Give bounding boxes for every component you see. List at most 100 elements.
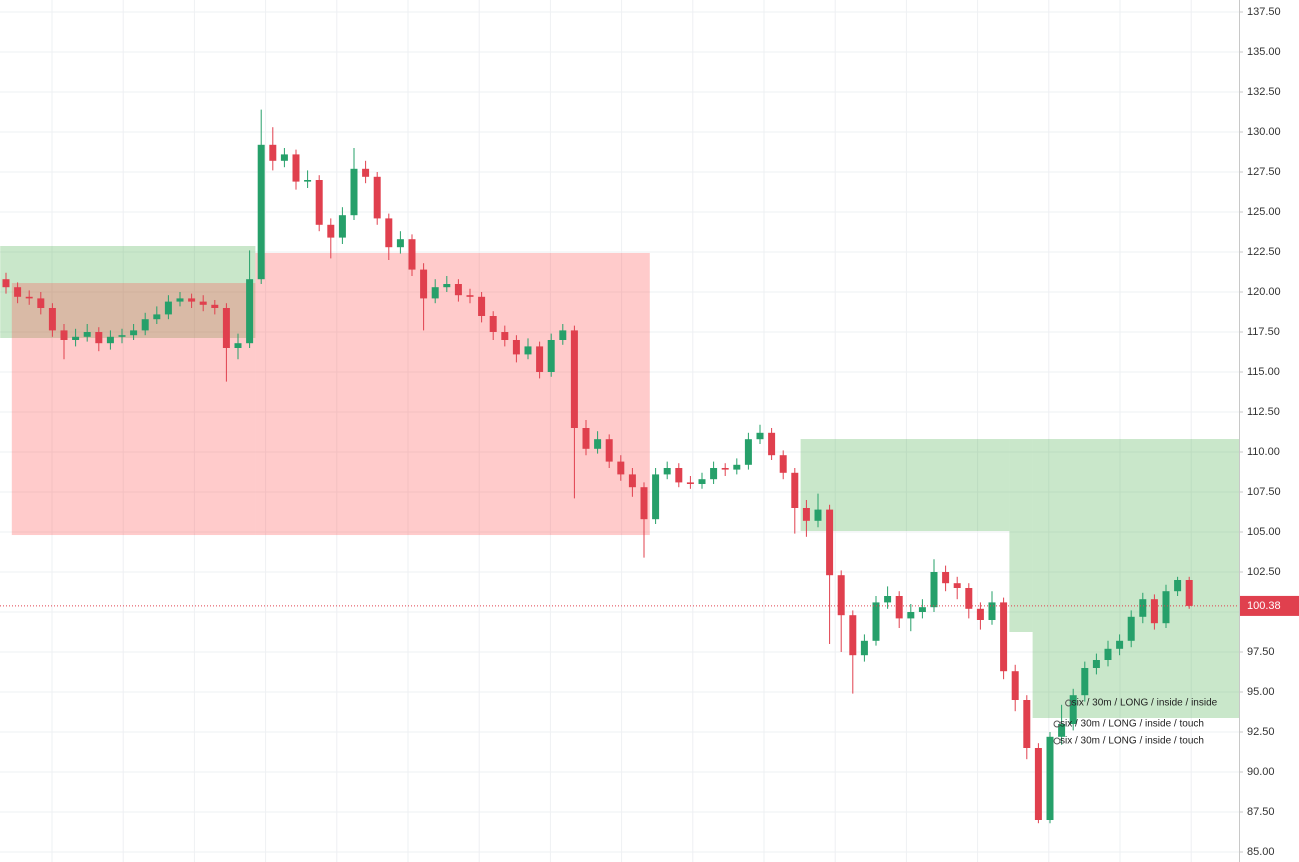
- annotation-label: six / 30m / LONG / inside / touch: [1060, 736, 1204, 747]
- y-tick-label: 102.50: [1247, 566, 1281, 578]
- annotation-label: six / 30m / LONG / inside / touch: [1060, 719, 1204, 730]
- candle-body: [918, 607, 926, 612]
- candle-body: [1116, 640, 1124, 649]
- candle-body: [779, 455, 787, 473]
- candle-body: [188, 298, 196, 302]
- candle-body: [292, 154, 300, 182]
- candle-body: [304, 180, 312, 182]
- y-tick-label: 122.50: [1247, 246, 1281, 258]
- candle-body: [1150, 599, 1158, 624]
- candle-body: [211, 304, 219, 308]
- candle-body: [1162, 591, 1170, 624]
- candle-body: [570, 330, 578, 428]
- candle-body: [907, 612, 915, 619]
- candle-body: [106, 336, 114, 344]
- candle-body: [222, 308, 230, 348]
- y-tick-label: 132.50: [1247, 86, 1281, 98]
- candle-body: [744, 439, 752, 465]
- candle-body: [930, 572, 938, 608]
- candle-body: [872, 602, 880, 641]
- candle-body: [652, 474, 660, 520]
- zone: [0, 246, 256, 338]
- candle-body: [141, 319, 149, 331]
- candle-body: [269, 144, 277, 161]
- candle-body: [698, 479, 706, 484]
- candle-body: [431, 287, 439, 299]
- y-tick-label: 130.00: [1247, 126, 1281, 138]
- candle-body: [663, 468, 671, 475]
- candle-body: [1185, 580, 1193, 606]
- y-tick-label: 115.00: [1247, 366, 1280, 378]
- candle-body: [396, 239, 404, 248]
- candle-body: [338, 215, 346, 238]
- candle-body: [802, 508, 810, 521]
- candle-body: [1011, 671, 1019, 700]
- candle-body: [710, 468, 718, 480]
- candle-body: [733, 464, 741, 470]
- candle-body: [686, 482, 694, 484]
- candle-body: [988, 602, 996, 620]
- y-tick-label: 85.00: [1247, 846, 1275, 858]
- candle-body: [48, 308, 56, 331]
- candle-body: [489, 316, 497, 332]
- annotation-marker: [1053, 720, 1061, 728]
- candle-body: [582, 428, 590, 449]
- candle-body: [942, 572, 950, 584]
- y-tick-label: 110.00: [1247, 446, 1280, 458]
- zone: [1032, 439, 1239, 718]
- candle-body: [257, 144, 265, 280]
- candle-body: [350, 168, 358, 216]
- candle-body: [176, 298, 184, 302]
- candle-body: [965, 588, 973, 609]
- zone: [800, 439, 1010, 532]
- y-tick-label: 107.50: [1247, 486, 1281, 498]
- candle-body: [443, 284, 451, 288]
- candle-body: [1058, 724, 1066, 737]
- candle-body: [83, 332, 91, 337]
- candle-body: [362, 168, 370, 177]
- annotation-label: six / 30m / LONG / inside / inside: [1072, 698, 1218, 709]
- candle-body: [976, 608, 984, 620]
- y-tick-label: 105.00: [1247, 526, 1281, 538]
- candle-body: [72, 336, 80, 340]
- candle-body: [1139, 599, 1147, 617]
- annotation-marker: [1053, 737, 1061, 745]
- candle-body: [373, 176, 381, 219]
- y-tick-label: 112.50: [1247, 406, 1280, 418]
- candle-body: [628, 474, 636, 488]
- zone: [1009, 439, 1033, 632]
- candle-body: [559, 330, 567, 340]
- candle-body: [536, 346, 544, 372]
- y-tick-label: 90.00: [1247, 766, 1275, 778]
- candle-body: [1023, 700, 1031, 748]
- candle-body: [60, 330, 68, 340]
- candle-body: [420, 269, 428, 299]
- candle-body: [524, 346, 532, 355]
- candle-body: [199, 301, 207, 305]
- candle-body: [756, 432, 764, 440]
- candle-body: [454, 284, 462, 296]
- candle-body: [1000, 602, 1008, 672]
- y-tick-label: 117.50: [1247, 326, 1280, 338]
- candle-body: [640, 487, 648, 520]
- candle-body: [37, 298, 45, 308]
- candle-body: [512, 340, 520, 355]
- candle-body: [408, 239, 416, 270]
- candle-body: [953, 583, 961, 588]
- last-price-label: 100.38: [1247, 600, 1281, 612]
- candle-body: [234, 343, 242, 348]
- last-price-box: [1240, 595, 1299, 616]
- candle-body: [246, 279, 254, 344]
- y-tick-label: 125.00: [1247, 206, 1281, 218]
- candle-body: [1092, 660, 1100, 668]
- candle-body: [1034, 748, 1042, 820]
- y-tick-label: 87.50: [1247, 806, 1275, 818]
- y-tick-label: 95.00: [1247, 686, 1275, 698]
- candle-body: [118, 335, 126, 337]
- candle-body: [547, 340, 555, 372]
- candle-body: [884, 596, 892, 603]
- candle-body: [280, 154, 288, 161]
- candle-body: [501, 332, 509, 340]
